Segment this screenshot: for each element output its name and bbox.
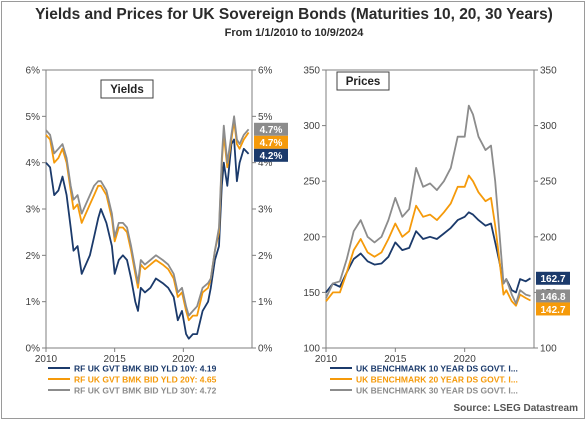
y-tick-label-left: 100 — [303, 344, 320, 355]
panel-yields: 0% 0% 1% 1% 2% 2% 3% 3% 4% 4% 5% 5% 6% 6% 2010 2015 2020… — [26, 66, 288, 396]
y-tick-label-right: 5% — [258, 112, 273, 123]
x-tick-label: 2015 — [104, 354, 127, 365]
series-line-2 — [325, 104, 531, 305]
y-tick-label-right: 100 — [540, 344, 557, 355]
y-tick-label-left: 350 — [303, 66, 320, 77]
y-tick-label-right: 300 — [540, 121, 557, 132]
plot-area — [325, 69, 535, 349]
legend-label: RF UK GVT BMK BID YLD 30Y: 4.72 — [74, 386, 217, 396]
y-tick-label-right: 1% — [258, 297, 273, 308]
y-tick-label-right: 250 — [540, 177, 557, 188]
end-value-tag-box — [254, 135, 288, 149]
legend-label: UK BENCHMARK 20 YEAR DS GOVT. I... — [356, 375, 518, 385]
end-value-tag-box — [536, 289, 570, 303]
legend-label: UK BENCHMARK 10 YEAR DS GOVT. I... — [356, 364, 518, 374]
source-note: Source: LSEG Datastream — [453, 403, 579, 414]
end-value-tag-box — [536, 271, 570, 285]
panel-prices: 1001001501502002002502503003003503502010… — [303, 66, 570, 396]
end-value-label: 162.7 — [540, 274, 565, 285]
end-value-tag: 4.7% — [254, 135, 288, 149]
y-tick-label-left: 250 — [303, 177, 320, 188]
end-value-tag: 4.7% — [254, 122, 288, 136]
end-value-label: 4.2% — [260, 151, 283, 162]
end-value-label: 4.7% — [260, 138, 283, 149]
y-tick-label-right: 0% — [258, 344, 273, 355]
y-tick-label-left: 300 — [303, 121, 320, 132]
y-tick-label-left: 0% — [26, 344, 41, 355]
end-value-tag-box — [254, 122, 288, 136]
y-tick-label-left: 4% — [26, 158, 41, 169]
y-tick-label-left: 150 — [303, 288, 320, 299]
y-tick-label-left: 200 — [303, 232, 320, 243]
series-line-1 — [325, 174, 531, 307]
end-value-tag: 142.7 — [536, 302, 570, 316]
y-tick-label-right: 2% — [258, 251, 273, 262]
legend-label: RF UK GVT BMK BID YLD 20Y: 4.65 — [74, 375, 217, 385]
x-tick-label: 2010 — [315, 354, 338, 365]
y-tick-label-left: 3% — [26, 205, 41, 216]
y-tick-label-left: 1% — [26, 297, 41, 308]
y-tick-label-left: 6% — [26, 66, 41, 77]
chart-title: Yields and Prices for UK Sovereign Bonds… — [35, 6, 553, 23]
chart-subtitle: From 1/1/2010 to 10/9/2024 — [224, 27, 364, 39]
y-tick-label-right: 4% — [258, 158, 273, 169]
panel-label: Yields — [110, 84, 143, 96]
x-tick-label: 2020 — [454, 354, 477, 365]
y-tick-label-left: 5% — [26, 112, 41, 123]
end-value-label: 4.7% — [260, 125, 283, 136]
y-tick-label-right: 6% — [258, 66, 273, 77]
y-tick-label-right: 200 — [540, 232, 557, 243]
x-tick-label: 2010 — [35, 354, 58, 365]
panel-label: Prices — [346, 76, 381, 88]
legend-label: UK BENCHMARK 30 YEAR DS GOVT. I... — [356, 386, 518, 396]
end-value-tag: 4.2% — [254, 148, 288, 162]
end-value-tag: 146.8 — [536, 289, 570, 303]
y-tick-label-right: 3% — [258, 205, 273, 216]
end-value-tag-box — [536, 302, 570, 316]
end-value-tag: 162.7 — [536, 271, 570, 285]
x-tick-label: 2020 — [172, 354, 195, 365]
end-value-label: 146.8 — [540, 292, 565, 303]
series-line-2 — [45, 115, 250, 317]
legend-label: RF UK GVT BMK BID YLD 10Y: 4.19 — [74, 364, 217, 374]
y-tick-label-right: 350 — [540, 66, 557, 77]
x-tick-label: 2015 — [384, 354, 407, 365]
y-tick-label-left: 2% — [26, 251, 41, 262]
panel-label-box — [336, 71, 390, 91]
panel-label-box — [100, 79, 154, 99]
end-value-label: 142.7 — [540, 305, 565, 316]
end-value-tag-box — [254, 148, 288, 162]
series-line-0 — [325, 211, 531, 294]
